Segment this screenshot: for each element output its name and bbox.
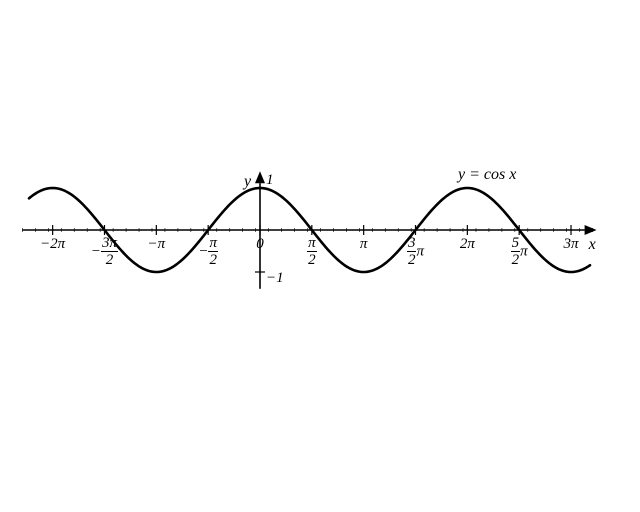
y-axis-label: y <box>244 173 251 191</box>
x-tick-label-9: 52π <box>499 236 539 268</box>
cosine-chart: y x y = cos x −2π−3π2−π−π20π2π32π2π52π3π… <box>0 0 640 512</box>
y-tick-label-1: −1 <box>266 270 284 287</box>
x-tick-label-10: 3π <box>551 236 591 253</box>
x-tick-label-0: −2π <box>33 236 73 253</box>
x-tick-label-8: 2π <box>447 236 487 253</box>
x-tick-label-4: 0 <box>240 236 280 253</box>
x-tick-label-6: π <box>344 236 384 253</box>
function-label: y = cos x <box>458 166 516 184</box>
x-tick-label-2: −π <box>136 236 176 253</box>
x-tick-label-5: π2 <box>292 236 332 268</box>
x-tick-label-3: −π2 <box>188 236 228 268</box>
y-tick-label-0: 1 <box>266 172 274 189</box>
x-tick-label-7: 32π <box>396 236 436 268</box>
x-tick-label-1: −3π2 <box>84 236 124 268</box>
